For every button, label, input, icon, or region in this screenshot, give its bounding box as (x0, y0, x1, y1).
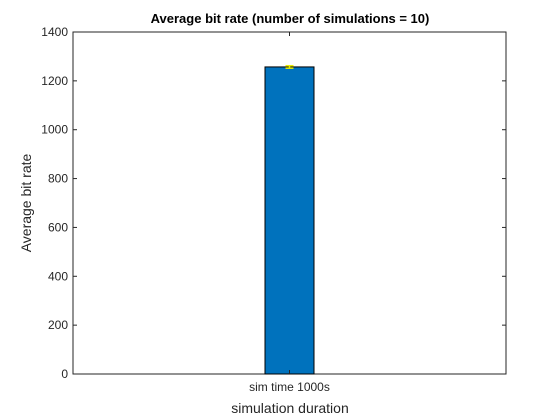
x-tick-label: sim time 1000s (249, 380, 330, 394)
y-tick-label: 600 (48, 220, 68, 234)
y-tick-label: 400 (48, 269, 68, 283)
y-axis-label: Average bit rate (18, 154, 34, 253)
y-tick-label: 0 (61, 367, 68, 381)
y-tick-label: 1200 (41, 74, 68, 88)
y-tick-label: 800 (48, 172, 68, 186)
plot-area: 0 200 400 600 800 1000 1200 1400 sim time 1000s (41, 25, 507, 394)
y-tick-label: 200 (48, 318, 68, 332)
chart-title: Average bit rate (number of simulations … (151, 11, 430, 26)
bar (264, 66, 315, 375)
x-axis-label: simulation duration (231, 400, 349, 416)
y-tick-label: 1000 (41, 123, 68, 137)
y-tick-label: 1400 (41, 25, 68, 39)
